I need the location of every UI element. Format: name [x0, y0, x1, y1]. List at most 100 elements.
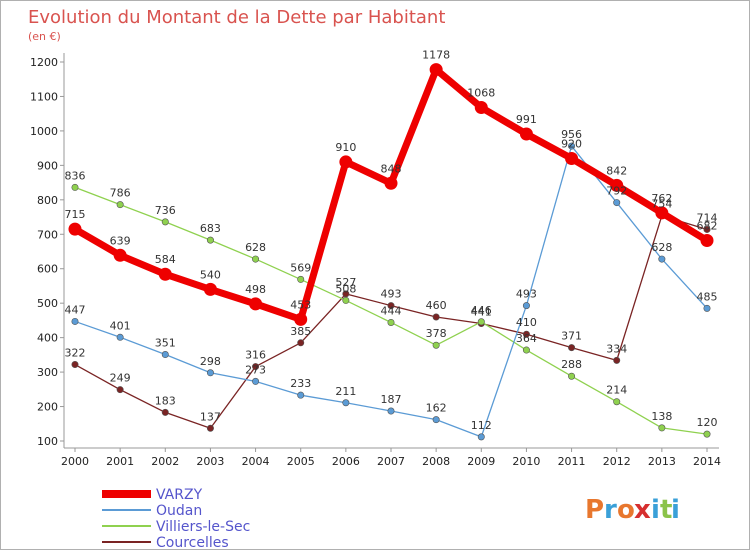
- data-label: 1068: [467, 86, 495, 99]
- legend-label: Oudan: [156, 503, 202, 519]
- data-label: 322: [65, 347, 86, 360]
- data-point: [206, 369, 214, 377]
- data-point: [432, 341, 440, 349]
- data-label: 316: [245, 349, 266, 362]
- data-point: [613, 398, 621, 406]
- y-tick-label: 600: [37, 263, 58, 276]
- data-point: [252, 363, 260, 371]
- data-label: 910: [335, 141, 356, 154]
- data-label: 628: [651, 241, 672, 254]
- y-tick-label: 900: [37, 159, 58, 172]
- data-label: 493: [516, 288, 537, 301]
- data-point: [568, 142, 576, 150]
- data-label: 493: [381, 288, 402, 301]
- data-point: [568, 344, 576, 352]
- logo-letter: t: [660, 495, 672, 525]
- data-point: [342, 296, 350, 304]
- y-tick-label: 500: [37, 297, 58, 310]
- logo-letter: x: [634, 495, 651, 525]
- legend-label: Courcelles: [156, 535, 229, 549]
- x-tick-label: 2001: [106, 455, 134, 468]
- data-point: [71, 361, 79, 369]
- data-point: [477, 318, 485, 326]
- y-tick-label: 300: [37, 366, 58, 379]
- x-tick-label: 2008: [422, 455, 450, 468]
- data-point: [387, 407, 395, 415]
- data-label: 385: [290, 325, 311, 338]
- data-point: [116, 333, 124, 341]
- data-point: [339, 155, 353, 169]
- data-label: 334: [606, 342, 627, 355]
- x-tick-label: 2014: [693, 455, 721, 468]
- chart-unit: (en €): [28, 30, 61, 43]
- x-tick-label: 2010: [512, 455, 540, 468]
- data-label: 569: [290, 261, 311, 274]
- data-point: [700, 233, 714, 247]
- y-tick-label: 1100: [30, 90, 58, 103]
- data-label: 233: [290, 377, 311, 390]
- data-label: 371: [561, 330, 582, 343]
- x-tick-label: 2004: [242, 455, 270, 468]
- y-tick-label: 800: [37, 194, 58, 207]
- data-point: [613, 356, 621, 364]
- data-label: 754: [651, 198, 672, 211]
- logo-letter: o: [617, 495, 635, 525]
- y-tick-label: 200: [37, 401, 58, 414]
- data-point: [297, 275, 305, 283]
- data-point: [703, 430, 711, 438]
- data-point: [655, 206, 669, 220]
- data-point: [519, 127, 533, 141]
- data-label: 441: [471, 306, 492, 319]
- x-tick-label: 2011: [558, 455, 586, 468]
- y-tick-label: 1000: [30, 125, 58, 138]
- data-label: 137: [200, 410, 221, 423]
- data-label: 460: [426, 299, 447, 312]
- data-point: [116, 386, 124, 394]
- data-label: 498: [245, 283, 266, 296]
- logo-letter: P: [585, 495, 604, 525]
- data-point: [384, 176, 398, 190]
- data-point: [387, 302, 395, 310]
- data-label: 444: [381, 304, 402, 317]
- data-label: 378: [426, 327, 447, 340]
- data-label: 682: [697, 219, 718, 232]
- data-label: 211: [335, 385, 356, 398]
- data-point: [161, 218, 169, 226]
- data-label: 162: [426, 402, 447, 415]
- data-point: [522, 330, 530, 338]
- y-tick-label: 400: [37, 332, 58, 345]
- data-label: 628: [245, 241, 266, 254]
- data-point: [568, 372, 576, 380]
- y-tick-label: 700: [37, 228, 58, 241]
- data-label: 836: [65, 169, 86, 182]
- data-label: 527: [335, 276, 356, 289]
- data-label: 1178: [422, 49, 450, 62]
- legend-label: VARZY: [156, 487, 203, 503]
- data-label: 792: [606, 185, 627, 198]
- data-label: 288: [561, 358, 582, 371]
- data-label: 214: [606, 384, 627, 397]
- data-label: 842: [606, 164, 627, 177]
- data-label: 683: [200, 222, 221, 235]
- data-point: [429, 63, 443, 77]
- data-point: [522, 302, 530, 310]
- data-point: [294, 312, 308, 326]
- data-point: [161, 408, 169, 416]
- data-point: [565, 151, 579, 165]
- data-label: 540: [200, 268, 221, 281]
- data-point: [158, 267, 172, 281]
- logo-letter: r: [604, 495, 617, 525]
- data-label: 715: [65, 208, 86, 221]
- data-point: [297, 391, 305, 399]
- x-tick-label: 2000: [61, 455, 89, 468]
- data-label: 736: [155, 204, 176, 217]
- data-label: 714: [697, 211, 718, 224]
- data-point: [206, 424, 214, 432]
- data-point: [432, 313, 440, 321]
- data-label: 956: [561, 128, 582, 141]
- data-point: [71, 183, 79, 191]
- data-label: 453: [290, 298, 311, 311]
- x-tick-label: 2005: [287, 455, 315, 468]
